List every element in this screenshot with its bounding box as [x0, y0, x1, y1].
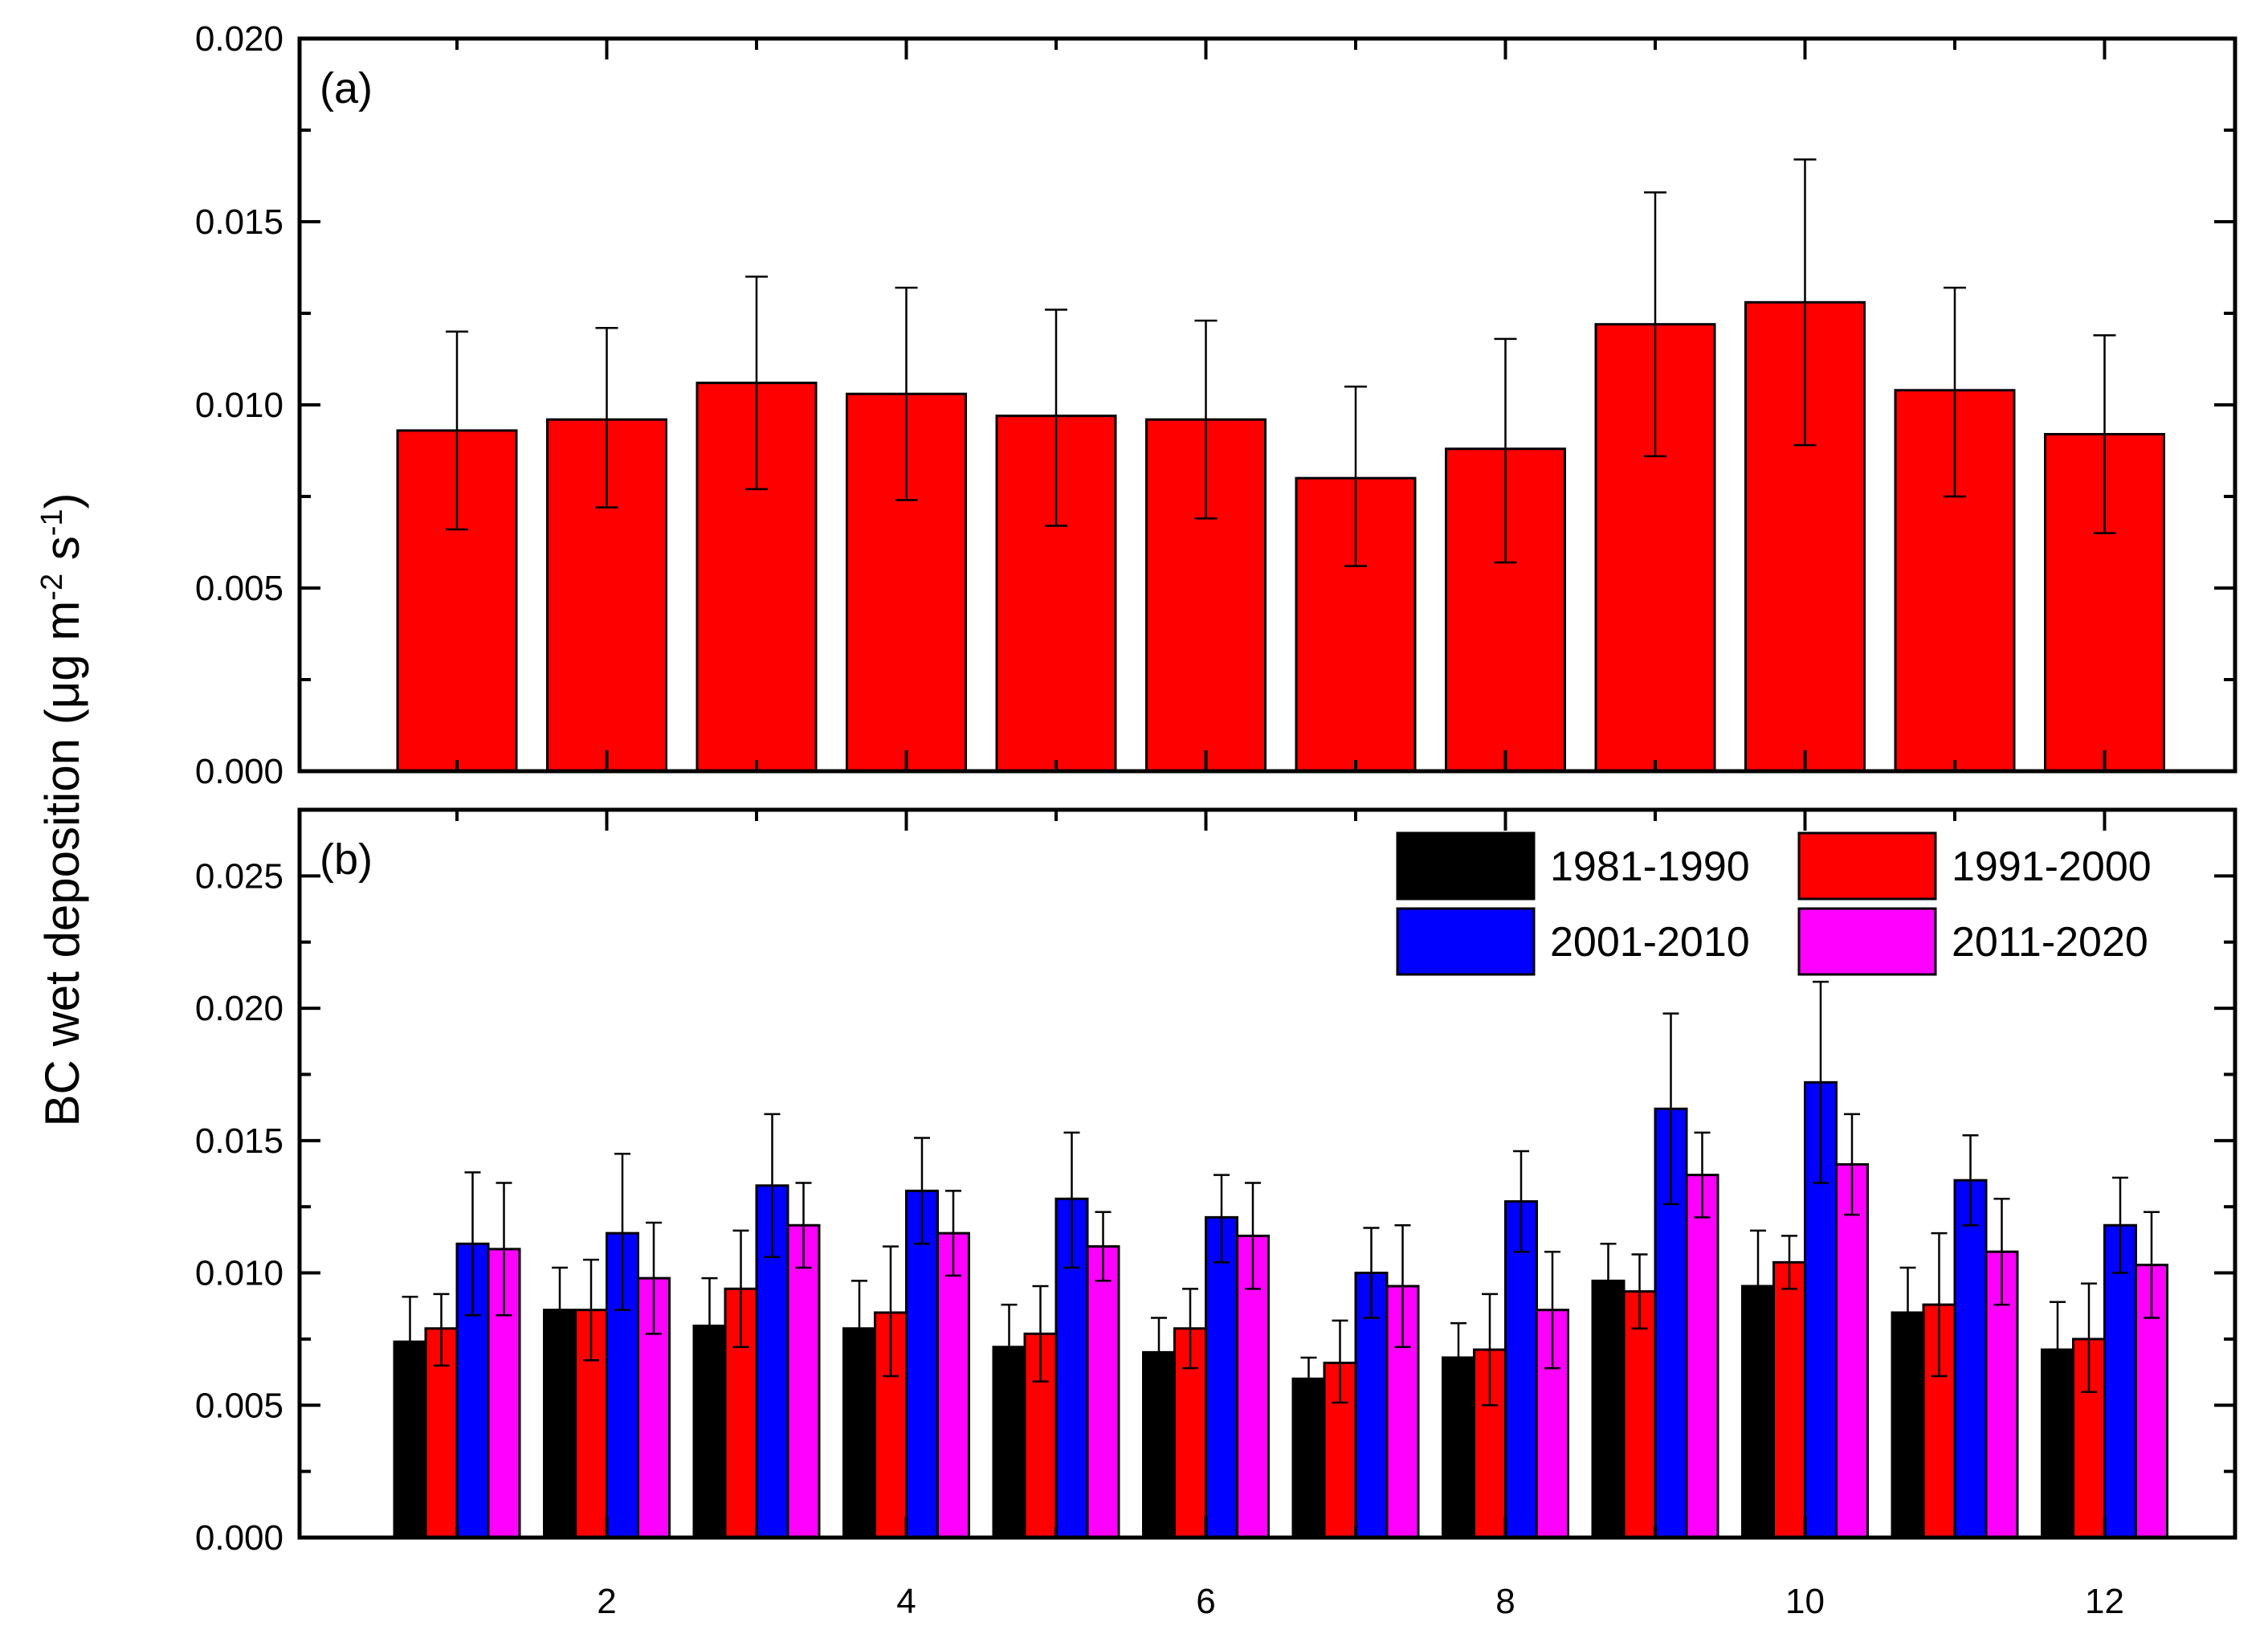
xtick-label-6: 6 [1196, 1582, 1215, 1621]
ytick-label-p1-3: 0.015 [195, 202, 284, 242]
bar-p2-s1-m4 [842, 1327, 876, 1539]
bar-p2-s4-m4 [936, 1232, 970, 1539]
axes-layer [297, 36, 2237, 1540]
xtick-label-2: 2 [597, 1582, 616, 1621]
legend-swatch-2 [1797, 831, 1937, 901]
bar-p2-s1-m5 [992, 1346, 1026, 1539]
bar-p2-s3-m11 [1953, 1178, 1988, 1539]
panel-label-b: (b) [320, 835, 373, 884]
xtick-label-8: 8 [1495, 1582, 1515, 1621]
ytick-label-p1-1: 0.005 [195, 569, 284, 608]
bar-p2-s4-m10 [1835, 1162, 1869, 1539]
bar-p2-s1-m8 [1442, 1356, 1475, 1539]
ytick-label-p1-0: 0.000 [195, 752, 284, 791]
bar-p2-s1-m3 [692, 1324, 727, 1539]
bar-p2-s4-m9 [1685, 1174, 1719, 1539]
legend-label-1: 1981-1990 [1550, 843, 1750, 890]
y-axis-title-end: ) [35, 492, 89, 509]
legend-label-3: 2001-2010 [1550, 919, 1750, 966]
legend-swatch-1 [1396, 831, 1536, 901]
bar-p2-s1-m2 [543, 1309, 577, 1539]
error-bars-layer [402, 158, 2160, 1407]
bar-p2-s1-m12 [2041, 1348, 2074, 1539]
bar-p2-s1-m7 [1291, 1377, 1326, 1539]
legend-label-2: 1991-2000 [1952, 843, 2152, 890]
bar-p2-s1-m1 [393, 1340, 427, 1539]
legend-swatch-4 [1797, 907, 1937, 976]
ytick-label-p2-0: 0.000 [195, 1518, 284, 1558]
xtick-label-10: 10 [1785, 1582, 1825, 1621]
ytick-label-p2-4: 0.020 [195, 989, 284, 1028]
legend-swatch-3 [1396, 907, 1536, 976]
bar-p2-s1-m10 [1741, 1285, 1775, 1539]
ytick-label-p1-2: 0.010 [195, 386, 284, 425]
bar-p2-s3-m6 [1205, 1215, 1238, 1539]
legend: 1981-1990 1991-2000 2001-2010 2011-2020 [1396, 831, 2152, 976]
bar-p2-s4-m3 [786, 1223, 821, 1539]
y-axis-title-sup2: -1 [35, 509, 69, 536]
bar-p2-s3-m12 [2103, 1223, 2137, 1539]
xtick-label-4: 4 [896, 1582, 916, 1621]
ytick-label-p2-2: 0.010 [195, 1254, 284, 1293]
panel-label-a: (a) [320, 64, 373, 112]
labels-layer: (a) (b) BC wet deposition (μg m-2 s-1) 0… [35, 19, 2124, 1621]
legend-label-4: 2011-2020 [1952, 919, 2148, 966]
ytick-label-p2-3: 0.015 [195, 1121, 284, 1161]
xtick-label-12: 12 [2085, 1582, 2124, 1621]
ytick-label-p1-4: 0.020 [195, 19, 284, 59]
bar-p2-s4-m5 [1086, 1245, 1120, 1539]
ytick-label-p2-5: 0.025 [195, 856, 284, 896]
bar-p2-s1-m6 [1142, 1350, 1176, 1539]
y-axis-title-mid: s [35, 536, 89, 574]
y-axis-title-sup1: -2 [35, 574, 69, 601]
ytick-label-p2-1: 0.005 [195, 1386, 284, 1425]
plot-frame-2 [297, 807, 2237, 1540]
y-axis-title-main: BC wet deposition (μg m [35, 601, 89, 1127]
y-axis-title: BC wet deposition (μg m-2 s-1) [35, 492, 89, 1126]
bar-p2-s1-m9 [1591, 1279, 1626, 1539]
bar-p2-s1-m11 [1891, 1311, 1925, 1539]
bar-p2-s2-m10 [1772, 1260, 1806, 1539]
